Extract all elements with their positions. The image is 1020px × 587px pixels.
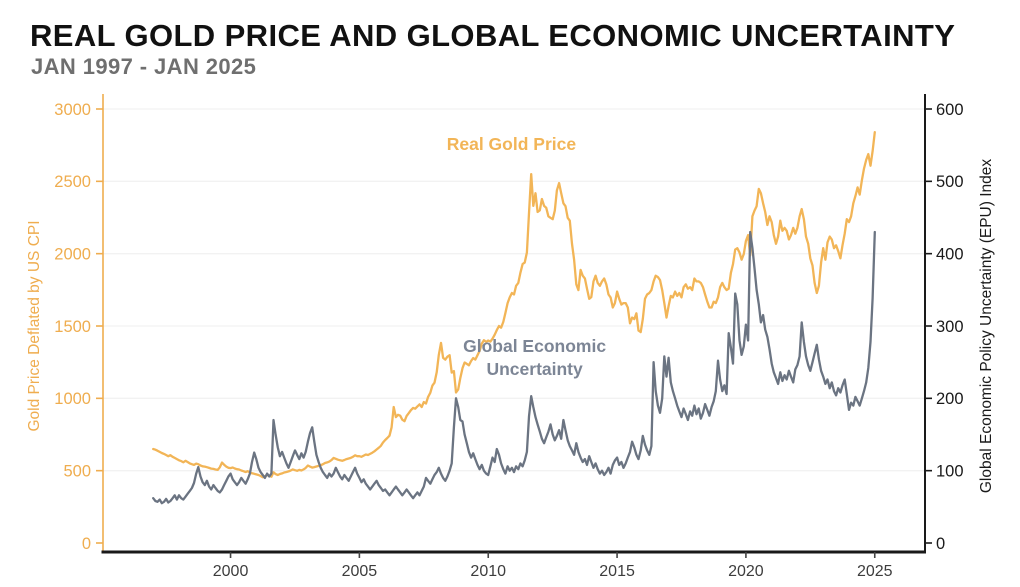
- left-axis-title: Gold Price Deflated by US CPI: [26, 220, 43, 431]
- x-axis-tick-label: 2000: [213, 563, 249, 580]
- gold-price-line: [152, 130, 876, 479]
- x-axis-tick-label: 2025: [857, 563, 893, 580]
- x-axis-tick-label: 2020: [728, 563, 764, 580]
- left-axis-tick-label: 3000: [54, 101, 91, 119]
- left-axis-tick-label: 1500: [54, 318, 91, 336]
- right-axis-tick-label: 200: [936, 390, 964, 408]
- epu-line-label: Uncertainty: [486, 359, 583, 379]
- left-axis-tick-label: 500: [63, 462, 91, 480]
- left-axis-tick-label: 1000: [54, 390, 91, 408]
- right-axis-tick-label: 0: [936, 535, 945, 553]
- left-axis-tick-label: 0: [82, 535, 91, 553]
- epu-line: [152, 230, 876, 505]
- right-axis-tick-label: 100: [936, 462, 964, 480]
- right-axis-title: Global Economic Policy Uncertainty (EPU)…: [978, 159, 995, 493]
- right-axis-tick-label: 500: [936, 173, 964, 191]
- epu-line-label: Global Economic: [463, 336, 606, 356]
- right-axis-tick-label: 400: [936, 245, 964, 263]
- left-axis-tick-label: 2500: [54, 173, 91, 191]
- right-axis-tick-label: 300: [936, 318, 964, 336]
- x-axis-tick-label: 2005: [342, 563, 378, 580]
- page-title: REAL GOLD PRICE AND GLOBAL ECONOMIC UNCE…: [30, 18, 956, 53]
- x-axis-tick-label: 2010: [470, 563, 506, 580]
- right-axis-tick-label: 600: [936, 101, 964, 119]
- x-axis-tick-label: 2015: [599, 563, 635, 580]
- gold-line-label: Real Gold Price: [447, 134, 577, 154]
- left-axis-tick-label: 2000: [54, 245, 91, 263]
- page-subtitle: JAN 1997 - JAN 2025: [31, 54, 257, 79]
